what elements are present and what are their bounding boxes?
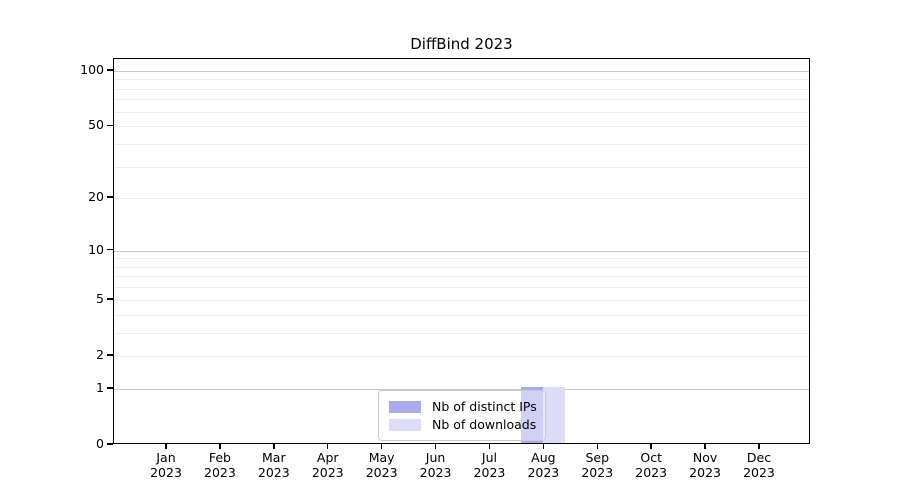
x-tick-label: Dec 2023	[743, 450, 775, 480]
y-tick-label: 2	[96, 346, 104, 362]
x-tick-label: Oct 2023	[635, 450, 668, 480]
y-tick-mark	[107, 248, 113, 251]
legend-swatch-distinct-ips	[389, 400, 421, 413]
x-tick-mark	[165, 444, 167, 449]
x-tick-label: Aug 2023	[527, 450, 560, 480]
chart-title: DiffBind 2023	[410, 35, 513, 53]
y-tick-mark	[107, 298, 113, 300]
y-tick-label: 0	[96, 436, 104, 451]
y-tick-mark	[107, 387, 113, 389]
gridline-minor	[114, 314, 809, 316]
gridline-major	[114, 70, 809, 72]
x-tick-mark	[273, 444, 275, 449]
legend-item-label: Nb of downloads	[432, 417, 537, 432]
x-tick-mark	[326, 444, 329, 449]
y-tick-mark	[107, 196, 113, 198]
gridline-minor	[114, 166, 809, 168]
x-tick-label: Jun 2023	[419, 450, 452, 480]
y-tick-mark	[107, 124, 113, 127]
legend-item: Nb of distinct IPs	[389, 398, 537, 415]
x-tick-mark	[380, 444, 383, 449]
x-tick-mark	[488, 444, 491, 449]
gridline-minor	[114, 126, 809, 128]
x-tick-mark	[434, 444, 437, 449]
x-tick-label: Sep 2023	[581, 450, 614, 480]
x-tick-label: Apr 2023	[311, 450, 344, 480]
x-tick-label: Jan 2023	[150, 450, 182, 480]
x-tick-label: Feb 2023	[204, 450, 236, 480]
y-tick-label: 10	[88, 241, 104, 257]
gridline-minor	[114, 299, 809, 301]
plot-area	[113, 58, 810, 444]
x-tick-label: May 2023	[365, 450, 398, 480]
y-tick-mark	[107, 69, 113, 71]
y-tick-label: 5	[96, 290, 104, 306]
x-tick-label: Mar 2023	[257, 450, 290, 480]
x-tick-mark	[758, 444, 760, 449]
y-tick-label: 50	[88, 117, 104, 133]
y-tick-mark	[107, 354, 113, 356]
x-tick-mark	[596, 444, 599, 449]
gridline-minor	[114, 276, 809, 278]
legend-item-label: Nb of distinct IPs	[432, 399, 537, 414]
legend-swatch-downloads	[389, 418, 421, 431]
x-tick-mark	[542, 444, 545, 449]
gridline-minor	[114, 355, 809, 357]
gridline-minor	[114, 111, 809, 113]
gridline-major	[114, 250, 809, 252]
legend: Nb of distinct IPs Nb of downloads	[378, 390, 546, 441]
gridline-minor	[114, 143, 809, 145]
gridline-minor	[114, 332, 809, 334]
bar-downloads	[542, 386, 565, 443]
gridline-minor	[114, 99, 809, 101]
x-tick-label: Nov 2023	[689, 450, 721, 480]
gridline-minor	[114, 198, 809, 200]
bar-distinct-ips	[521, 386, 543, 443]
x-tick-mark	[704, 444, 706, 449]
y-tick-mark	[107, 443, 113, 445]
y-tick-label: 100	[80, 61, 104, 77]
gridline-major	[114, 388, 809, 390]
x-tick-mark	[219, 444, 221, 449]
gridline-minor	[114, 79, 809, 81]
x-tick-mark	[650, 444, 652, 449]
gridline-minor	[114, 287, 809, 289]
legend-item: Nb of downloads	[389, 416, 537, 433]
gridline-minor	[114, 88, 809, 90]
y-tick-label: 1	[96, 379, 104, 395]
y-tick-label: 20	[88, 189, 104, 205]
gridline-minor	[114, 258, 809, 260]
x-tick-label: Jul 2023	[473, 450, 506, 480]
gridline-minor	[114, 266, 809, 268]
